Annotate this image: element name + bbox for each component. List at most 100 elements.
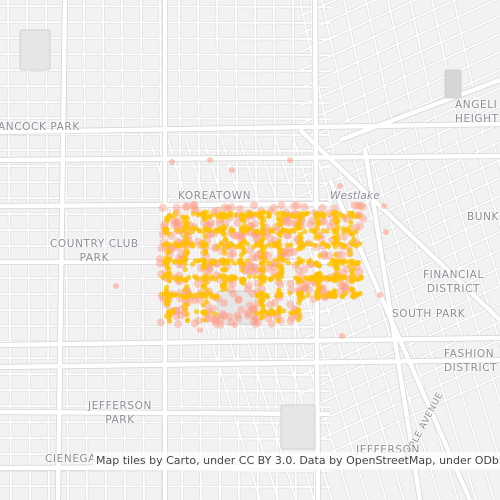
heat-point [301, 281, 310, 290]
heat-point [290, 201, 299, 210]
street [83, 0, 88, 500]
heat-point [183, 307, 189, 313]
heat-point [354, 201, 362, 210]
heat-point [327, 261, 333, 267]
street [178, 0, 183, 500]
label-angelino-heights: ANGELI HEIGHT [455, 98, 499, 126]
heat-point [320, 228, 326, 234]
major-road [0, 357, 500, 370]
heat-point [341, 282, 350, 291]
heat-point [246, 261, 255, 270]
heat-point [252, 314, 261, 323]
heat-point [298, 245, 304, 252]
heat-point [347, 251, 353, 257]
heat-point [319, 213, 325, 219]
heat-point [259, 315, 265, 321]
heat-point [276, 265, 282, 271]
label-angelino-heights-line2: HEIGHT [455, 113, 499, 125]
heat-point [192, 225, 199, 231]
heat-point [226, 275, 232, 281]
label-hancock-park: ANCOCK PARK [0, 121, 80, 133]
heat-point [348, 229, 354, 235]
heat-point [210, 211, 216, 218]
heat-point [257, 298, 263, 304]
heat-point [217, 273, 223, 279]
heat-point [165, 310, 171, 316]
heat-point [313, 235, 319, 241]
heat-point [264, 264, 273, 273]
heat-point [236, 258, 242, 264]
heat-point [296, 240, 302, 246]
heat-point [190, 319, 199, 328]
heat-point [265, 210, 272, 216]
heat-point [302, 228, 308, 235]
heat-point [167, 242, 173, 248]
heat-point [181, 202, 190, 211]
heat-point [182, 266, 188, 273]
heat-point [244, 309, 253, 318]
heat-point [240, 276, 246, 282]
street [299, 0, 498, 89]
heat-point [202, 233, 208, 239]
heat-point [276, 288, 282, 294]
heat-point [169, 159, 175, 165]
street [299, 0, 418, 53]
heat-point [252, 265, 261, 274]
heat-point [292, 309, 299, 315]
heat-point [229, 167, 235, 173]
heat-point [276, 310, 282, 316]
heat-point [311, 228, 317, 234]
street [257, 139, 369, 500]
heat-point [348, 274, 354, 280]
heat-point [298, 235, 304, 241]
label-koreatown: KOREATOWN [178, 190, 252, 202]
heat-point [317, 253, 323, 259]
heat-point [229, 242, 235, 248]
label-financial-district-line1: FINANCIAL [423, 269, 484, 281]
heat-point [234, 295, 243, 304]
heat-point [347, 224, 353, 230]
heat-point [347, 258, 354, 264]
heat-point [220, 282, 226, 288]
heat-point [207, 157, 213, 163]
heat-point [334, 218, 340, 224]
heat-point [264, 314, 273, 323]
heat-point [302, 211, 308, 217]
heat-point [192, 258, 198, 264]
heat-point [331, 234, 337, 240]
heat-point [348, 219, 354, 226]
street [455, 139, 500, 288]
heat-point [260, 303, 266, 309]
heat-point [341, 283, 350, 292]
major-road [55, 0, 68, 500]
heat-point [355, 267, 364, 276]
heat-point [247, 211, 253, 217]
heat-point [296, 300, 302, 306]
street [347, 139, 459, 500]
heat-point [194, 309, 200, 315]
heat-point [202, 248, 209, 254]
heat-point [212, 259, 218, 265]
heat-point [218, 309, 227, 318]
heat-point [312, 242, 318, 248]
heat-point [215, 214, 221, 220]
heat-point [218, 240, 224, 246]
heat-point [258, 249, 265, 255]
heat-point [351, 236, 357, 242]
heat-point [228, 280, 237, 288]
heat-point [197, 327, 203, 333]
heat-point [201, 261, 207, 267]
heat-point [209, 304, 218, 313]
heat-point [194, 316, 203, 325]
street [401, 139, 500, 464]
heat-point [281, 211, 287, 217]
heat-point [272, 257, 278, 263]
heat-point [239, 245, 246, 251]
heat-point [251, 244, 257, 250]
heat-point [188, 291, 194, 297]
label-country-club-park: COUNTRY CLUB PARK [50, 237, 139, 265]
heat-point [189, 201, 198, 210]
heat-point [300, 284, 309, 293]
